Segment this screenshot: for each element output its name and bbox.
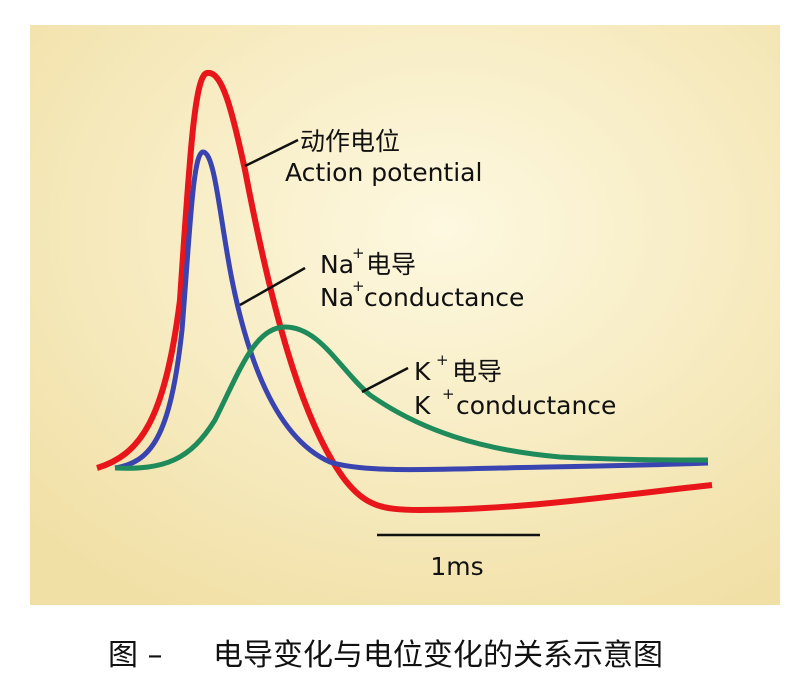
leader-line (361, 366, 409, 394)
leader-line (239, 266, 306, 307)
caption-figure: 图 – (108, 638, 163, 673)
label: + (352, 277, 365, 295)
label: K (414, 391, 431, 420)
label: Na (320, 283, 354, 312)
label: 电导 (366, 250, 416, 279)
panel (30, 25, 780, 605)
label: K (414, 357, 431, 386)
scale-label: 1ms (430, 552, 483, 581)
na-conductance-curve (114, 149, 709, 473)
action-potential-curve (96, 69, 713, 514)
label: 电导 (452, 357, 502, 386)
label: Na (320, 250, 354, 279)
caption-text: 电导变化与电位变化的关系示意图 (213, 638, 663, 673)
label: Action potential (285, 158, 482, 187)
label: + (352, 244, 365, 262)
label: conductance (456, 391, 616, 420)
k-conductance-curve (114, 324, 709, 471)
leader-line (244, 138, 299, 168)
label: 动作电位 (300, 127, 400, 156)
label: conductance (364, 283, 524, 312)
label: + (442, 385, 455, 403)
label: + (436, 351, 449, 369)
